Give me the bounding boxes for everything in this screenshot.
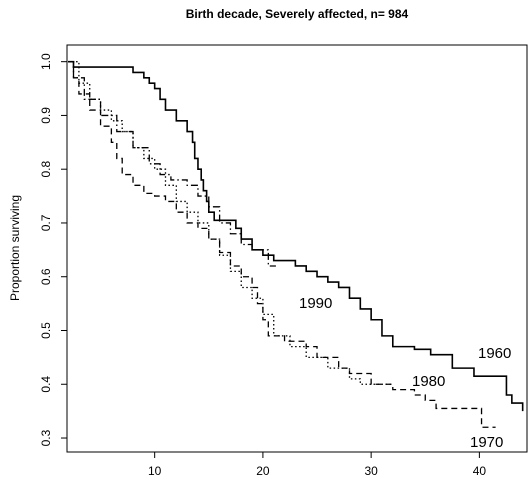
y-tick-label: 0.6 — [39, 268, 53, 285]
y-tick-label: 0.7 — [39, 214, 53, 231]
survival-curve — [68, 61, 496, 428]
y-tick-label: 0.3 — [39, 429, 53, 446]
y-tick-label: 0.8 — [39, 161, 53, 178]
x-tick-label: 30 — [364, 464, 378, 478]
survival-curve — [68, 60, 524, 412]
x-tick-label: 20 — [256, 464, 270, 478]
curve-label: 1970 — [470, 434, 503, 451]
survival-curve — [68, 61, 393, 385]
curve-label: 1990 — [299, 295, 332, 312]
y-tick-label: 0.4 — [39, 376, 53, 393]
survival-curve — [68, 61, 276, 267]
y-axis-label: Proportion surviving — [8, 195, 22, 301]
y-tick-label: 1.0 — [39, 53, 53, 70]
y-tick-label: 0.5 — [39, 322, 53, 339]
curve-label: 1960 — [478, 345, 511, 362]
plot-frame — [66, 44, 528, 453]
chart-title: Birth decade, Severely affected, n= 984 — [186, 7, 409, 21]
x-tick-label: 10 — [148, 464, 162, 478]
x-tick-label: 40 — [473, 464, 487, 478]
curve-label: 1980 — [412, 373, 445, 390]
y-tick-label: 0.9 — [39, 107, 53, 124]
